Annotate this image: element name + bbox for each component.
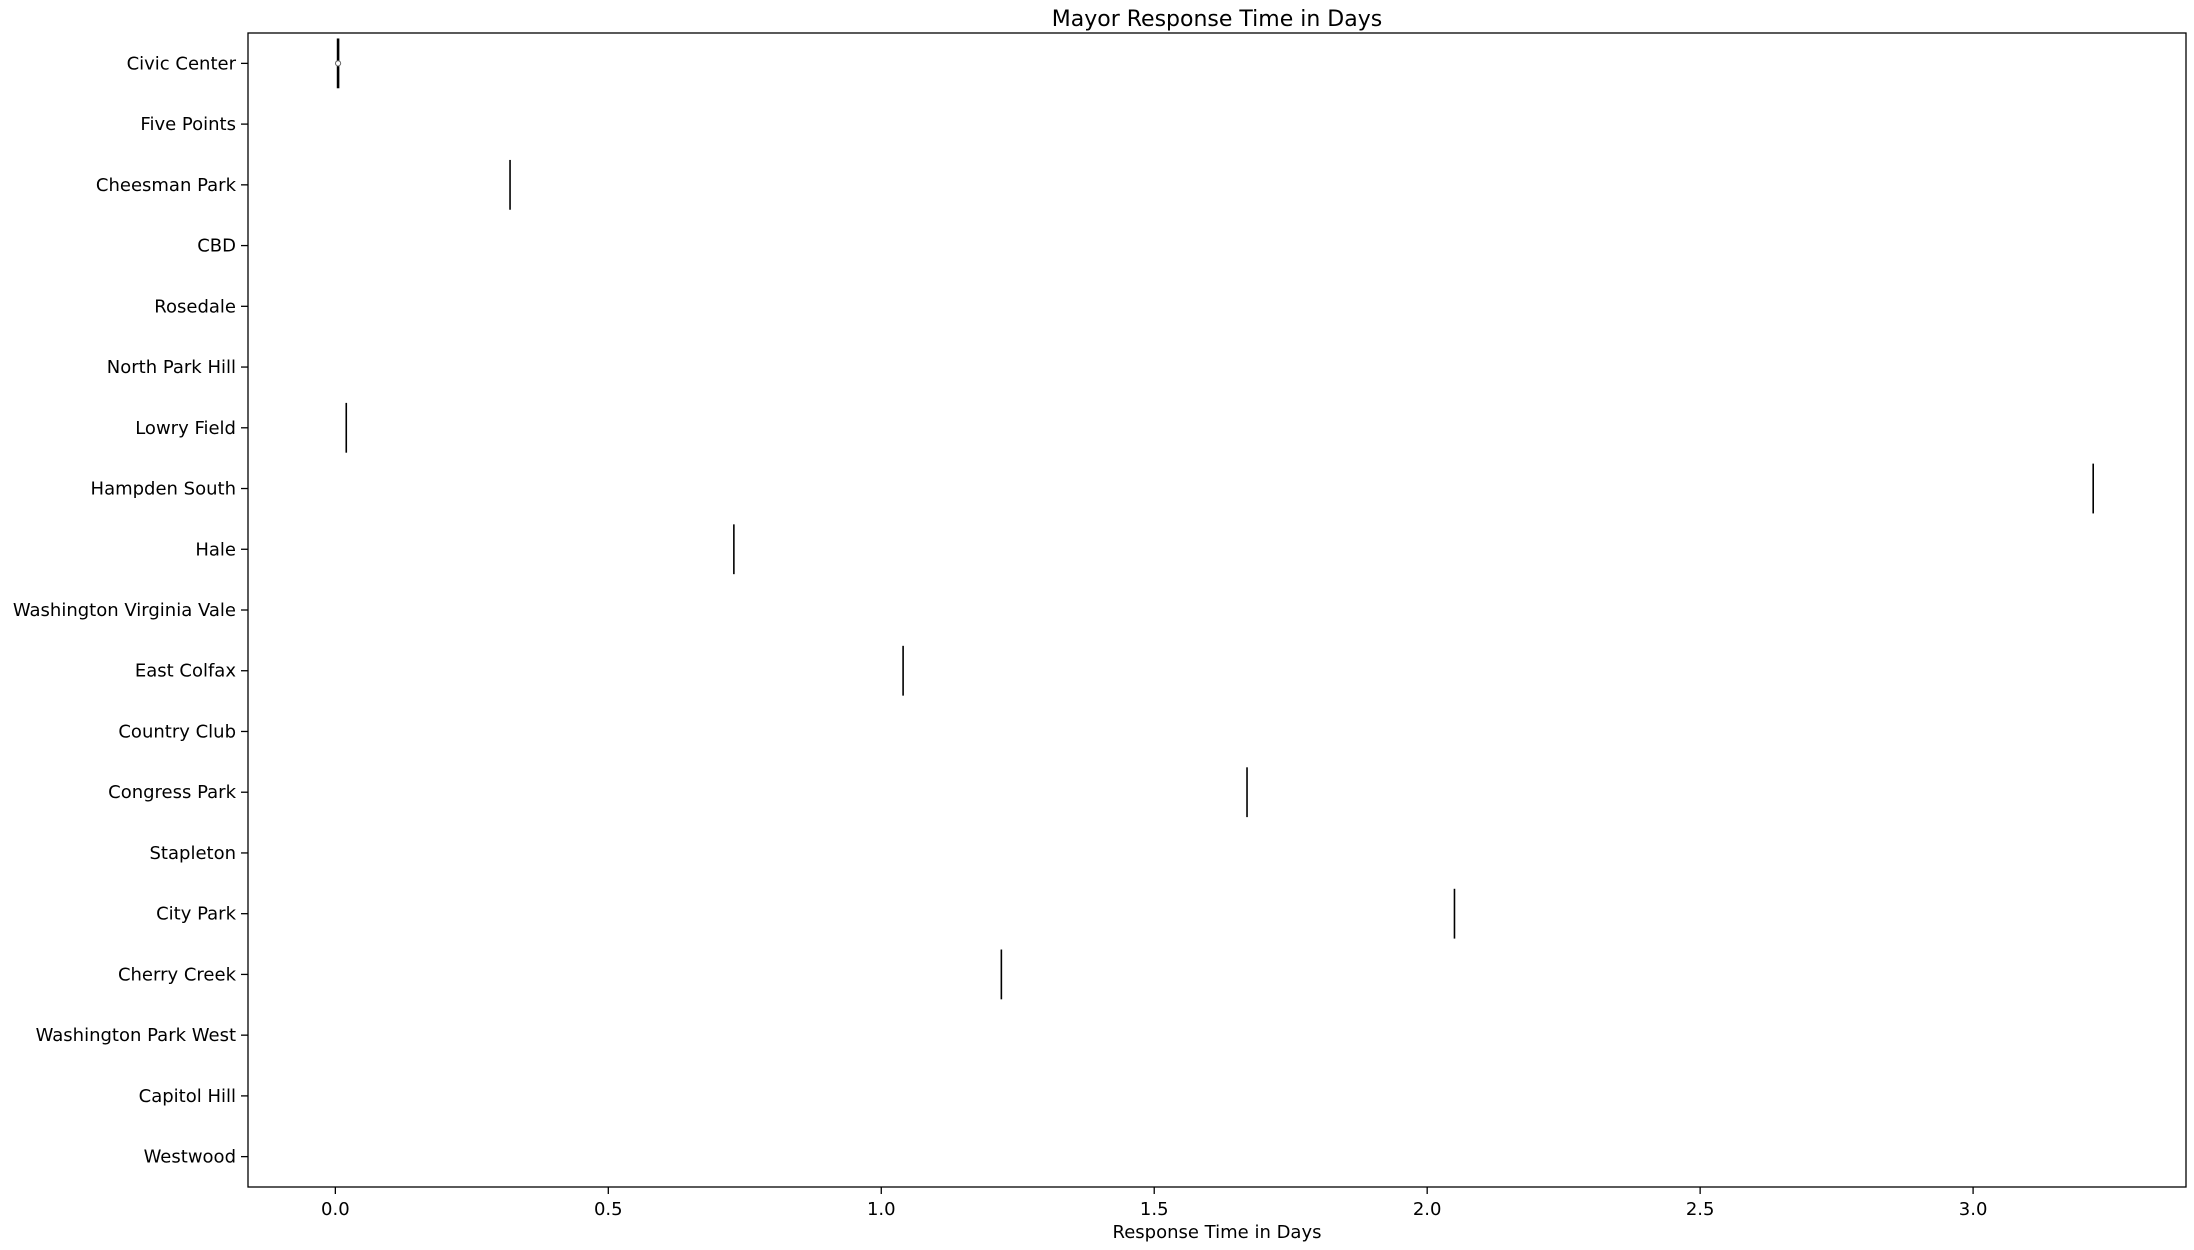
y-tick-label: Hampden South (91, 479, 236, 500)
y-tick-label: Cheesman Park (96, 175, 237, 196)
y-tick-label: Cherry Creek (118, 964, 237, 985)
y-tick-label: North Park Hill (107, 357, 236, 378)
y-tick-label: Capitol Hill (139, 1086, 236, 1107)
violin-marks (334, 38, 2094, 1000)
y-axis: Civic Center Five Points Cheesman Park CBD R… (13, 53, 248, 1168)
x-tick-label: 1.0 (867, 1199, 896, 1220)
median-marker (334, 60, 342, 67)
x-tick-label: 3.0 (1959, 1199, 1988, 1220)
y-tick-label: CBD (197, 236, 236, 257)
x-axis-label: Response Time in Days (1113, 1222, 1322, 1243)
y-tick-label: Washington Virginia Vale (13, 600, 236, 621)
y-tick-label: Five Points (140, 114, 236, 135)
x-tick-label: 0.0 (321, 1199, 350, 1220)
y-tick-label: Westwood (144, 1147, 236, 1168)
x-tick-label: 0.5 (594, 1199, 623, 1220)
y-tick-label: East Colfax (135, 661, 237, 682)
y-tick-label: City Park (156, 904, 236, 925)
x-tick-label: 1.5 (1140, 1199, 1169, 1220)
y-tick-label: Washington Park West (36, 1025, 236, 1046)
y-tick-label: Rosedale (154, 296, 236, 317)
x-tick-label: 2.0 (1413, 1199, 1442, 1220)
plot-frame (247, 32, 2187, 1188)
y-tick-label: Country Club (118, 721, 236, 742)
y-tick-label: Hale (195, 539, 236, 560)
y-tick-label: Civic Center (127, 53, 237, 74)
y-tick-label: Congress Park (108, 782, 236, 803)
x-axis: 0.0 0.5 1.0 1.5 2.0 2.5 3.0 (321, 1187, 1987, 1220)
x-tick-label: 2.5 (1686, 1199, 1715, 1220)
chart-title: Mayor Response Time in Days (1052, 7, 1382, 32)
y-tick-label: Stapleton (150, 843, 237, 864)
y-tick-label: Lowry Field (135, 418, 236, 439)
